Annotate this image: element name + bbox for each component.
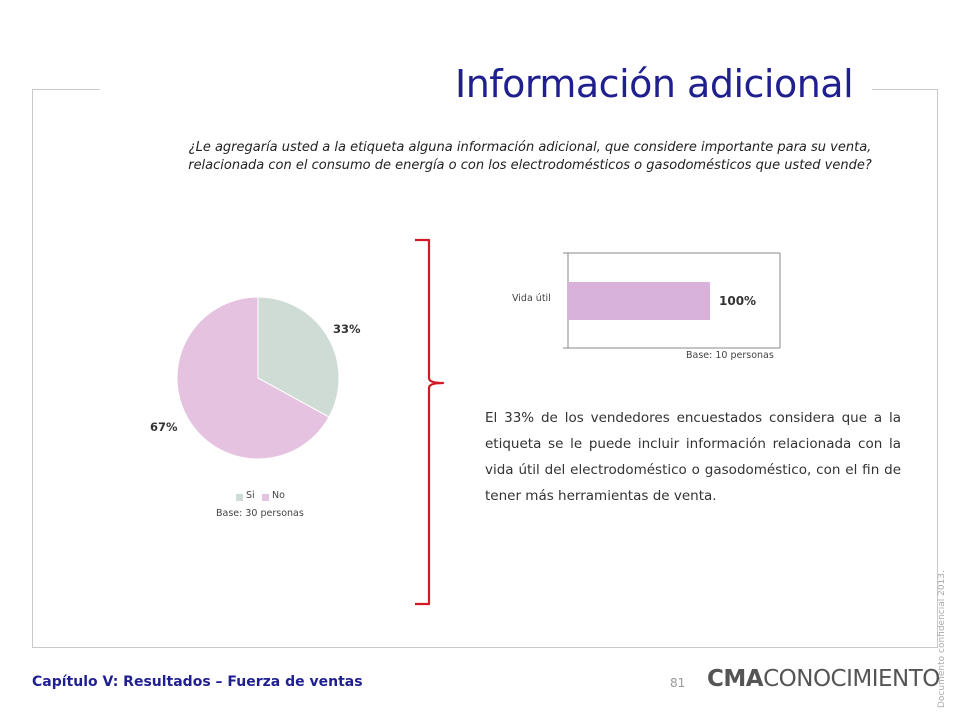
pie-slice-no bbox=[176, 296, 330, 460]
frame-bottom-line bbox=[32, 647, 938, 648]
legend-label-no: No bbox=[272, 490, 285, 501]
frame-top-right-line bbox=[872, 89, 938, 90]
legend-label-si: Si bbox=[246, 490, 255, 501]
brand-logo-bold: CMA bbox=[707, 666, 764, 692]
bar-vida-util bbox=[568, 282, 710, 320]
frame-left-line bbox=[32, 89, 33, 648]
brand-logo: CMACONOCIMIENTO bbox=[707, 666, 940, 692]
page-title: Información adicional bbox=[455, 62, 854, 106]
frame-right-line bbox=[937, 89, 938, 648]
pie-data-label-no: 67% bbox=[150, 420, 178, 434]
legend-swatch-no bbox=[262, 494, 269, 501]
bar-data-label: 100% bbox=[719, 294, 757, 308]
pie-data-label-si: 33% bbox=[333, 322, 361, 336]
confidential-note: Documento confidencial 2013. bbox=[937, 570, 947, 708]
frame-top-left-line bbox=[32, 89, 100, 90]
bar-base-note: Base: 10 personas bbox=[686, 350, 774, 361]
legend-swatch-si bbox=[236, 494, 243, 501]
pie-slice-si bbox=[257, 296, 340, 418]
pie-base-note: Base: 30 personas bbox=[216, 508, 304, 519]
page-number: 81 bbox=[670, 676, 686, 690]
summary-paragraph: El 33% de los vendedores encuestados con… bbox=[485, 410, 901, 504]
bar-category-label: Vida útil bbox=[512, 293, 551, 304]
brand-logo-rest: CONOCIMIENTO bbox=[763, 666, 940, 692]
footer-chapter-title: Capítulo V: Resultados – Fuerza de venta… bbox=[32, 674, 363, 690]
red-brace bbox=[415, 238, 445, 606]
bar-chart bbox=[563, 252, 781, 349]
pie-chart bbox=[176, 296, 340, 460]
survey-question: ¿Le agregaría usted a la etiqueta alguna… bbox=[188, 140, 872, 173]
